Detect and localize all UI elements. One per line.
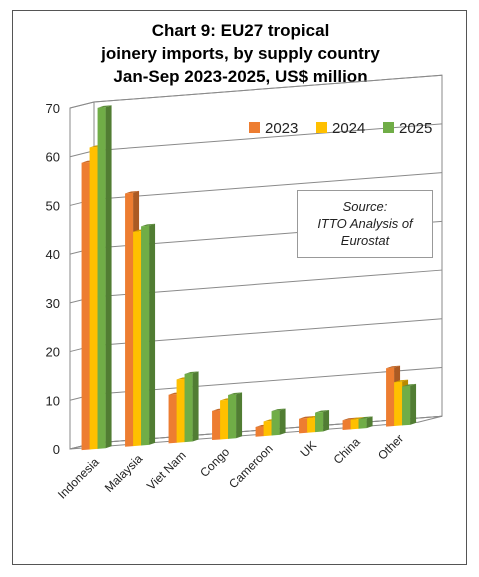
bar-front-face <box>394 381 403 427</box>
y-tick-label: 20 <box>46 345 60 360</box>
bar <box>315 410 330 433</box>
legend-label: 2025 <box>399 120 432 137</box>
bar-side-face <box>236 392 243 439</box>
legend-label: 2023 <box>265 120 298 137</box>
bar-top-face <box>342 417 357 421</box>
bar-top-face <box>184 371 199 374</box>
bar-front-face <box>271 410 280 436</box>
bar-side-face <box>279 408 286 435</box>
bar-top-face <box>386 365 401 369</box>
bar-side-face <box>366 416 373 429</box>
bar-top-face <box>228 392 243 395</box>
bar-front-face <box>263 420 272 437</box>
bar-front-face <box>89 146 98 450</box>
bar-front-face <box>350 419 359 430</box>
bar <box>358 416 373 429</box>
bar-top-face <box>271 408 286 412</box>
bar-side-face <box>323 410 330 432</box>
gridline <box>93 172 443 200</box>
bar-front-face <box>141 225 150 446</box>
bar-front-face <box>307 417 316 433</box>
x-tick-label: Malaysia <box>102 451 146 495</box>
bar-front-face <box>315 412 324 433</box>
x-tick-label: UK <box>298 438 320 460</box>
bar-front-face <box>220 399 229 440</box>
y-tick-label: 60 <box>46 150 60 165</box>
bar-front-face <box>255 426 264 437</box>
x-tick-label: Other <box>375 431 406 462</box>
chart-title-line-3: Jan-Sep 2023-2025, US$ million <box>113 67 368 86</box>
bar-side-face <box>105 105 112 449</box>
bar-side-face <box>149 223 156 445</box>
source-line-2: ITTO Analysis of <box>317 216 413 231</box>
y-tick-label: 50 <box>46 198 60 213</box>
bar-top-face <box>299 416 314 419</box>
legend-item: 2024 <box>316 120 365 137</box>
legend-label: 2024 <box>332 120 365 137</box>
legend-swatch <box>249 122 260 133</box>
bar-front-face <box>342 419 351 431</box>
bar-layer <box>81 105 417 451</box>
y-tick-label: 40 <box>46 247 60 262</box>
source-annotation: Source: ITTO Analysis of Eurostat <box>297 190 433 258</box>
bar-side-face <box>410 383 417 425</box>
bar-top-face <box>315 410 330 413</box>
legend: 2023 2024 2025 <box>249 120 432 137</box>
bar-front-face <box>176 378 185 443</box>
chart-title-line-1: Chart 9: EU27 tropical <box>151 21 330 40</box>
bar <box>141 223 156 446</box>
y-tick-label: 0 <box>53 442 60 457</box>
bar-top-face <box>141 223 156 227</box>
bar-front-face <box>299 418 308 434</box>
legend-swatch <box>383 122 394 133</box>
x-tick-label: Congo <box>197 445 232 480</box>
bar-front-face <box>358 418 367 429</box>
bar-front-face <box>168 394 177 444</box>
bar-front-face <box>125 192 134 447</box>
y-tick-label: 10 <box>46 393 60 408</box>
x-tick-label: Cameroon <box>226 442 276 492</box>
y-tick-label: 30 <box>46 296 60 311</box>
bar-top-face <box>125 190 140 194</box>
chart-title: Chart 9: EU27 tropical joinery imports, … <box>13 19 468 88</box>
bar-front-face <box>228 394 237 439</box>
x-tick-label: Indonesia <box>55 455 102 502</box>
bar-front-face <box>386 367 395 427</box>
bar-front-face <box>212 410 221 441</box>
bar <box>228 392 243 439</box>
x-tick-label: Viet Nam <box>144 448 189 493</box>
legend-item: 2023 <box>249 120 298 137</box>
bar <box>402 383 417 426</box>
bar <box>271 408 286 436</box>
source-line-3: Eurostat <box>340 233 390 248</box>
bar-side-face <box>192 371 199 442</box>
source-line-1: Source: <box>342 199 388 214</box>
bar-front-face <box>184 373 193 443</box>
bar-top-face <box>394 379 409 383</box>
bar <box>184 371 199 443</box>
legend-swatch <box>316 122 327 133</box>
bar-front-face <box>81 162 90 451</box>
bar-front-face <box>97 107 106 449</box>
x-tick-label: China <box>331 435 363 467</box>
bar-front-face <box>402 385 411 426</box>
bar-top-face <box>358 416 373 420</box>
y-tick-label: 70 <box>46 101 60 116</box>
bar-top-face <box>402 383 417 387</box>
chart-title-line-2: joinery imports, by supply country <box>101 44 380 63</box>
bar-top-face <box>350 417 365 420</box>
bar-top-face <box>97 105 112 108</box>
legend-item: 2025 <box>383 120 432 137</box>
bar-front-face <box>133 231 142 447</box>
bar <box>97 105 112 449</box>
